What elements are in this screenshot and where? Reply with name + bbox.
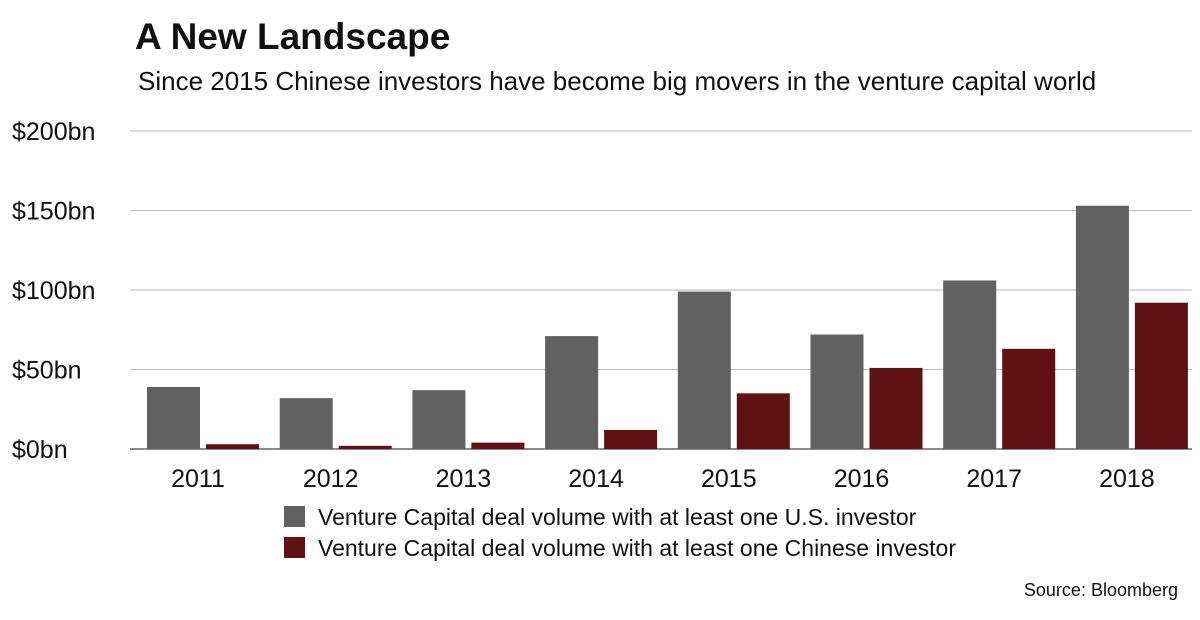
x-tick-label: 2013 [436,465,492,493]
x-tick-label: 2014 [568,465,624,493]
bar-chinese [1134,302,1188,449]
legend-swatch [284,506,305,527]
bar-us [545,336,599,449]
chart-subtitle: Since 2015 Chinese investors have become… [138,66,1097,96]
y-tick-label: $0bn [12,436,68,464]
bar-us [412,390,466,449]
y-tick-label: $150bn [12,198,95,226]
x-tick-label: 2016 [834,465,890,493]
legend-label: Venture Capital deal volume with at leas… [318,504,917,530]
bar-chinese [736,393,790,449]
bar-chinese [338,445,392,449]
source-note: Source: Bloomberg [1023,580,1178,600]
x-tick-label: 2018 [1099,465,1155,493]
y-tick-label: $100bn [12,277,95,305]
bar-us [677,291,731,449]
bar-chinese [604,429,658,449]
bar-chinese [471,442,525,449]
bar-us [1075,205,1129,449]
legend-label: Venture Capital deal volume with at leas… [318,535,956,561]
x-tick-label: 2017 [966,465,1022,493]
y-tick-label: $50bn [12,357,82,385]
chart-title: A New Landscape [135,16,451,57]
bar-us [147,386,200,449]
x-tick-label: 2011 [171,465,225,493]
bar-chinese [869,367,923,449]
x-tick-label: 2015 [701,465,757,493]
y-tick-label: $200bn [12,118,95,146]
x-tick-label: 2012 [303,465,359,493]
bar-us [279,398,333,449]
bar-chinese [206,444,259,449]
legend-swatch [284,537,305,558]
bar-us [943,280,997,449]
bar-chinese [1002,348,1056,449]
bar-us [810,334,864,449]
